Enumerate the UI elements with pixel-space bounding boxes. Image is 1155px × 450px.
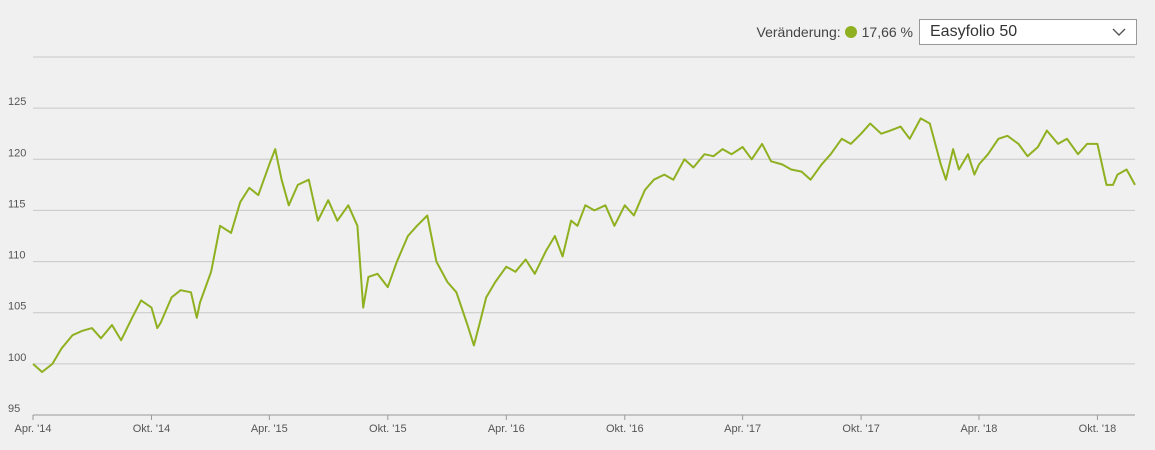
change-status-dot-icon: [844, 26, 857, 38]
series-line: [32, 117, 1136, 373]
chart-grid: [33, 56, 1135, 416]
x-tick-label: Okt. '17: [842, 423, 880, 435]
y-tick-label: 115: [8, 198, 26, 210]
x-tick-label: Apr. '18: [960, 423, 997, 435]
x-tick-label: Okt. '14: [133, 423, 171, 435]
x-tick-label: Okt. '18: [1079, 423, 1117, 435]
y-tick-label: 120: [8, 147, 26, 159]
x-axis-ticks: Apr. '14 Okt. '14 Apr. '15 Okt. '15 Apr. '16…: [15, 415, 1117, 435]
y-tick-label: 100: [8, 352, 26, 364]
x-tick-label: Okt. '16: [606, 423, 644, 435]
portfolio-select[interactable]: Easyfolio 50: [919, 19, 1137, 45]
change-header: Veränderung: 17,66 % Easyfolio 50: [757, 18, 1137, 46]
change-label: Veränderung:: [756, 24, 841, 40]
x-tick-label: Apr. '14: [15, 423, 52, 435]
portfolio-select-value: Easyfolio 50: [930, 23, 1018, 40]
x-tick-label: Okt. '15: [369, 423, 407, 435]
change-value: 17,66 %: [861, 24, 913, 40]
chevron-down-icon: [1112, 28, 1126, 36]
x-tick-label: Apr. '16: [488, 423, 525, 435]
y-tick-label: 125: [8, 96, 26, 108]
x-tick-label: Apr. '15: [251, 423, 288, 435]
y-tick-label: 95: [8, 403, 20, 415]
y-tick-label: 105: [8, 301, 26, 313]
y-tick-label: 110: [8, 250, 26, 262]
y-axis-ticks: 95 100 105 110 115 120 125: [8, 96, 26, 415]
x-tick-label: Apr. '17: [724, 423, 761, 435]
